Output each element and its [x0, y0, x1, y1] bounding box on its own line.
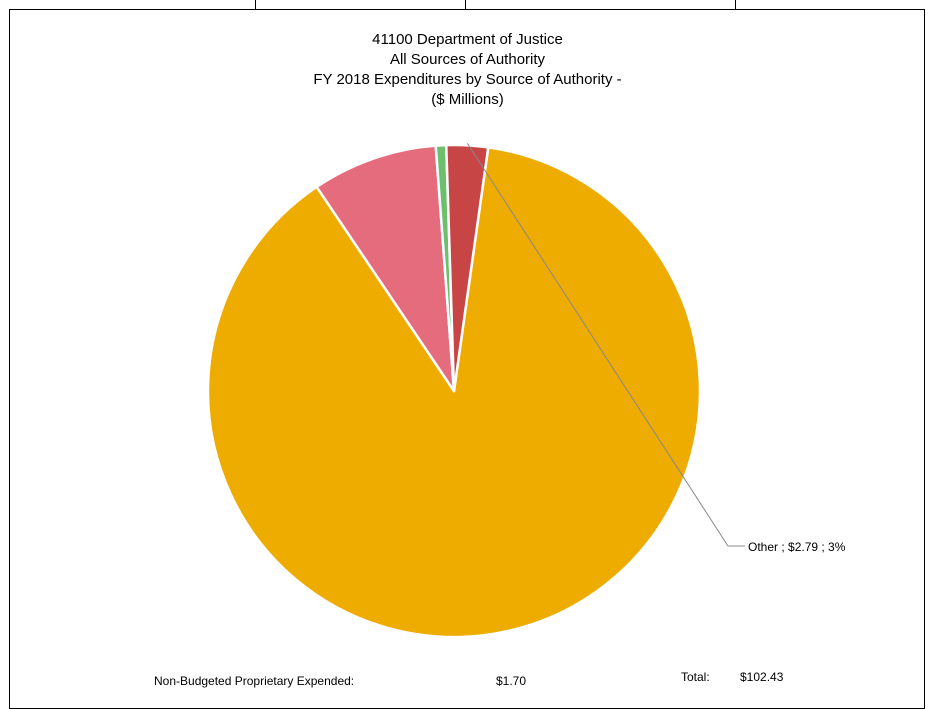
title-line-3: FY 2018 Expenditures by Source of Author…	[313, 71, 622, 88]
pie-slice-other	[444, 143, 490, 393]
non-budgeted-value: $1.70	[496, 674, 527, 688]
other-leader-line	[466, 143, 729, 547]
title-line-2: All Sources of Authority	[389, 51, 546, 68]
pie-slices	[206, 143, 702, 639]
total-value: $102.43	[740, 670, 784, 684]
top-tick-mark	[255, 0, 256, 9]
title-line-4: ($ Millions)	[431, 91, 504, 108]
top-tick-mark	[735, 0, 736, 9]
title-line-1: 41100 Department of Justice	[372, 31, 563, 48]
non-budgeted-label: Non-Budgeted Proprietary Expended:	[154, 674, 355, 688]
other-slice-label: Other ; $2.79 ; 3%	[748, 540, 846, 554]
pie-slice-2	[315, 144, 456, 393]
top-tick-mark	[465, 0, 466, 9]
total-label: Total:	[681, 670, 710, 684]
pie-chart: Other ; $2.79 ; 3%	[206, 143, 846, 639]
chart-title: 41100 Department of Justice All Sources …	[0, 30, 935, 110]
